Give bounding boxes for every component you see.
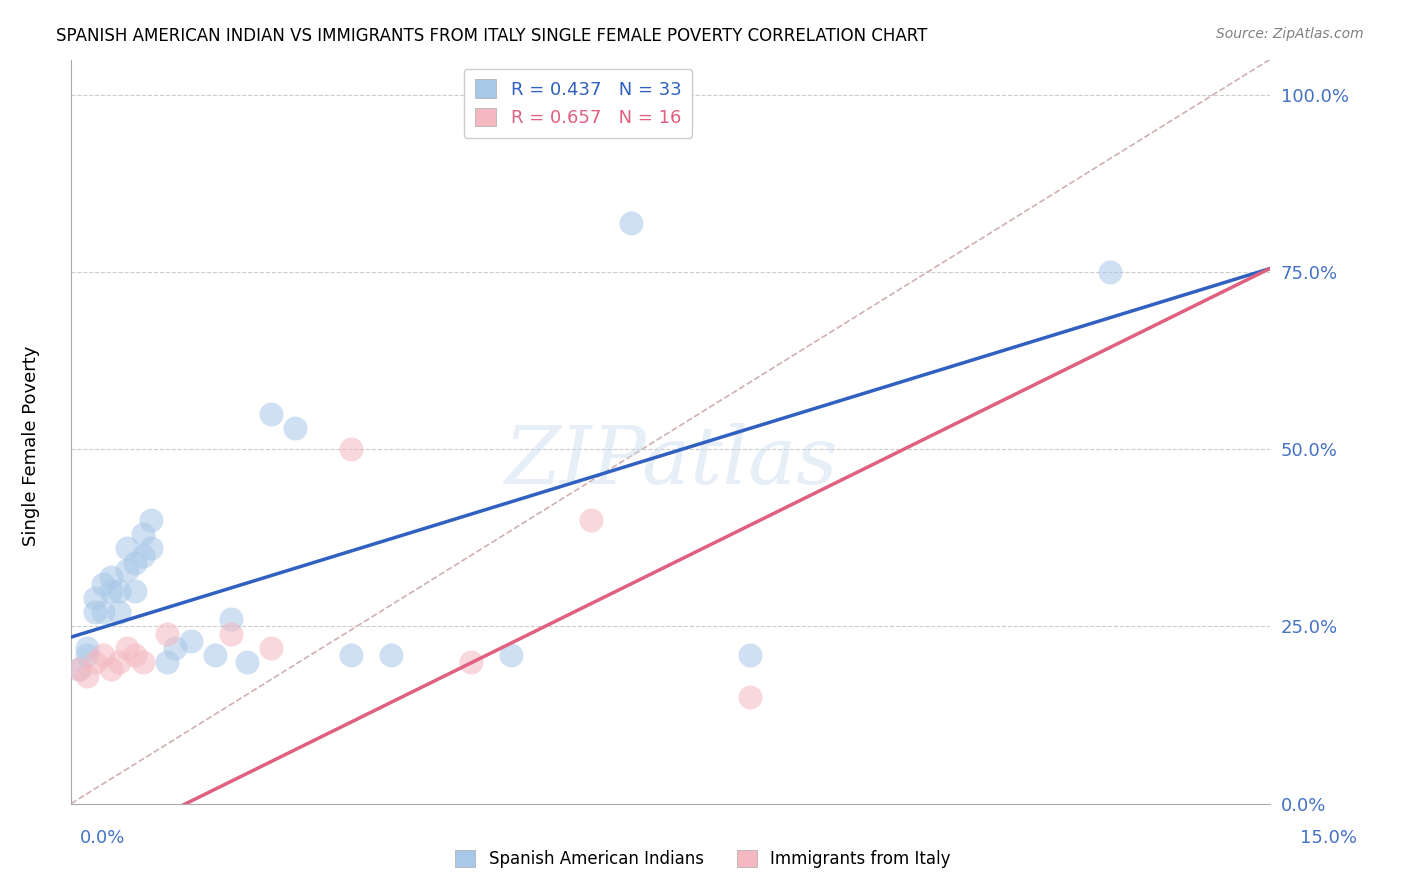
- Point: [260, 407, 283, 421]
- Point: [132, 655, 155, 669]
- Point: [156, 626, 179, 640]
- Point: [132, 549, 155, 563]
- Point: [84, 605, 107, 619]
- Point: [180, 633, 202, 648]
- Text: Single Female Poverty: Single Female Poverty: [22, 346, 39, 546]
- Point: [156, 655, 179, 669]
- Point: [204, 648, 226, 662]
- Point: [284, 421, 307, 435]
- Point: [579, 513, 602, 527]
- Point: [1098, 265, 1121, 279]
- Point: [115, 563, 138, 577]
- Point: [380, 648, 402, 662]
- Point: [219, 612, 242, 626]
- Point: [340, 442, 363, 457]
- Text: 15.0%: 15.0%: [1301, 829, 1357, 847]
- Point: [100, 662, 122, 676]
- Point: [219, 626, 242, 640]
- Text: 0.0%: 0.0%: [80, 829, 125, 847]
- Text: Source: ZipAtlas.com: Source: ZipAtlas.com: [1216, 27, 1364, 41]
- Point: [100, 584, 122, 599]
- Point: [740, 648, 762, 662]
- Point: [124, 584, 146, 599]
- Point: [124, 556, 146, 570]
- Point: [460, 655, 482, 669]
- Legend: R = 0.437   N = 33, R = 0.657   N = 16: R = 0.437 N = 33, R = 0.657 N = 16: [464, 69, 692, 138]
- Point: [84, 591, 107, 605]
- Legend: Spanish American Indians, Immigrants from Italy: Spanish American Indians, Immigrants fro…: [449, 843, 957, 875]
- Point: [84, 655, 107, 669]
- Point: [124, 648, 146, 662]
- Point: [76, 648, 98, 662]
- Point: [115, 640, 138, 655]
- Point: [76, 669, 98, 683]
- Point: [619, 216, 641, 230]
- Point: [499, 648, 522, 662]
- Point: [108, 605, 131, 619]
- Point: [100, 570, 122, 584]
- Point: [236, 655, 259, 669]
- Point: [108, 584, 131, 599]
- Point: [340, 648, 363, 662]
- Point: [115, 541, 138, 556]
- Point: [91, 605, 114, 619]
- Point: [91, 577, 114, 591]
- Point: [132, 527, 155, 541]
- Point: [139, 513, 162, 527]
- Point: [740, 690, 762, 705]
- Point: [67, 662, 90, 676]
- Point: [139, 541, 162, 556]
- Point: [67, 662, 90, 676]
- Point: [108, 655, 131, 669]
- Point: [260, 640, 283, 655]
- Text: SPANISH AMERICAN INDIAN VS IMMIGRANTS FROM ITALY SINGLE FEMALE POVERTY CORRELATI: SPANISH AMERICAN INDIAN VS IMMIGRANTS FR…: [56, 27, 928, 45]
- Point: [165, 640, 187, 655]
- Point: [76, 640, 98, 655]
- Point: [91, 648, 114, 662]
- Text: ZIPatlas: ZIPatlas: [503, 423, 837, 500]
